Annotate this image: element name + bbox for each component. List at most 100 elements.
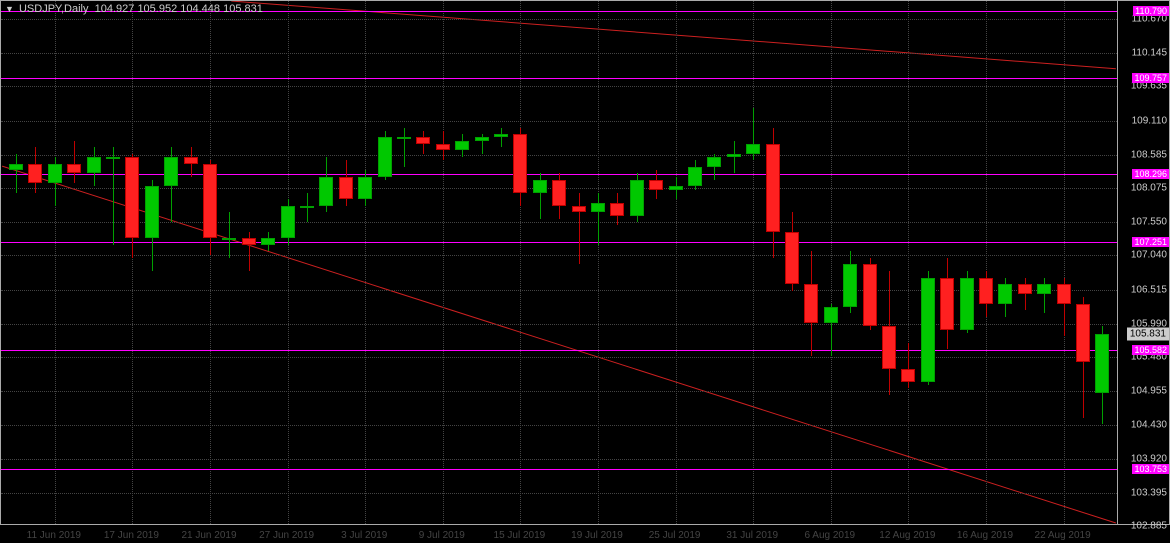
candle-bear[interactable] xyxy=(552,180,566,206)
candle-wick xyxy=(734,141,735,174)
candle-bull[interactable] xyxy=(397,137,411,139)
candle-bull[interactable] xyxy=(960,278,974,330)
candle-bull[interactable] xyxy=(300,206,314,208)
candle-bull[interactable] xyxy=(87,157,101,173)
candle-bear[interactable] xyxy=(125,157,139,238)
candle-bull[interactable] xyxy=(727,154,741,157)
candle-bear[interactable] xyxy=(785,232,799,284)
horizontal-level[interactable] xyxy=(1,242,1117,243)
candle-bear[interactable] xyxy=(416,137,430,144)
candle-bear[interactable] xyxy=(766,144,780,232)
candle-bull[interactable] xyxy=(998,284,1012,304)
grid-line-v xyxy=(676,1,677,524)
candle-bear[interactable] xyxy=(863,264,877,326)
chart-container: ▼ USDJPY,Daily 104.927 105.952 104.448 1… xyxy=(0,0,1170,543)
candle-bull[interactable] xyxy=(106,157,120,159)
candle-bear[interactable] xyxy=(184,157,198,164)
x-axis-label: 11 Jun 2019 xyxy=(27,530,81,541)
grid-line-v xyxy=(55,1,56,524)
candle-bull[interactable] xyxy=(533,180,547,193)
candle-bull[interactable] xyxy=(630,180,644,216)
candle-bear[interactable] xyxy=(339,177,353,200)
x-axis-label: 22 Aug 2019 xyxy=(1035,530,1091,541)
chart-title: ▼ USDJPY,Daily 104.927 105.952 104.448 1… xyxy=(5,3,263,15)
grid-line-h xyxy=(1,222,1117,223)
candle-bull[interactable] xyxy=(261,238,275,245)
ohlc-open: 104.927 xyxy=(95,3,135,15)
candle-wick xyxy=(74,141,75,183)
candle-bull[interactable] xyxy=(688,167,702,187)
candle-bull[interactable] xyxy=(319,177,333,206)
symbol-label: USDJPY xyxy=(19,3,61,15)
candle-bull[interactable] xyxy=(164,157,178,186)
level-label: 110.790 xyxy=(1133,6,1169,16)
x-axis-label: 12 Aug 2019 xyxy=(879,530,935,541)
grid-line-v xyxy=(753,1,754,524)
candle-bear[interactable] xyxy=(610,203,624,216)
horizontal-level[interactable] xyxy=(1,469,1117,470)
y-axis-label: 107.550 xyxy=(1131,217,1167,228)
horizontal-level[interactable] xyxy=(1,78,1117,79)
y-axis-label: 107.040 xyxy=(1131,250,1167,261)
time-axis: 11 Jun 201917 Jun 201921 Jun 201927 Jun … xyxy=(0,525,1118,543)
candle-bear[interactable] xyxy=(28,164,42,184)
grid-line-h xyxy=(1,425,1117,426)
candle-bull[interactable] xyxy=(358,177,372,200)
candle-bear[interactable] xyxy=(203,164,217,239)
grid-line-v xyxy=(1064,1,1065,524)
y-axis-label: 103.920 xyxy=(1131,453,1167,464)
horizontal-level[interactable] xyxy=(1,350,1117,351)
candle-bear[interactable] xyxy=(513,134,527,193)
candle-bear[interactable] xyxy=(1057,284,1071,304)
candle-bear[interactable] xyxy=(901,369,915,382)
candle-bear[interactable] xyxy=(979,278,993,304)
candle-bear[interactable] xyxy=(67,164,81,174)
candle-wick xyxy=(579,193,580,265)
candle-bear[interactable] xyxy=(940,278,954,330)
grid-line-v xyxy=(365,1,366,524)
y-axis-label: 104.955 xyxy=(1131,386,1167,397)
candle-bear[interactable] xyxy=(436,144,450,151)
candle-bull[interactable] xyxy=(145,186,159,238)
grid-line-v xyxy=(831,1,832,524)
x-axis-label: 6 Aug 2019 xyxy=(804,530,855,541)
candle-wick xyxy=(1044,278,1045,314)
candle-bull[interactable] xyxy=(591,203,605,213)
candle-bull[interactable] xyxy=(746,144,760,154)
candle-bull[interactable] xyxy=(222,238,236,240)
candle-bear[interactable] xyxy=(649,180,663,190)
dropdown-icon[interactable]: ▼ xyxy=(5,4,14,14)
grid-line-h xyxy=(1,121,1117,122)
candle-bull[interactable] xyxy=(707,157,721,167)
grid-line-v xyxy=(132,1,133,524)
candle-bear[interactable] xyxy=(1076,304,1090,363)
candle-bull[interactable] xyxy=(669,186,683,189)
y-axis-label: 104.430 xyxy=(1131,420,1167,431)
candle-bull[interactable] xyxy=(824,307,838,323)
candle-bull[interactable] xyxy=(378,137,392,176)
candlestick-chart[interactable]: ▼ USDJPY,Daily 104.927 105.952 104.448 1… xyxy=(0,0,1118,525)
x-axis-label: 31 Jul 2019 xyxy=(726,530,778,541)
candle-bear[interactable] xyxy=(572,206,586,213)
x-axis-label: 15 Jul 2019 xyxy=(494,530,546,541)
candle-bear[interactable] xyxy=(804,284,818,323)
candle-bear[interactable] xyxy=(882,326,896,368)
candle-bull[interactable] xyxy=(1095,334,1109,393)
candle-bull[interactable] xyxy=(455,141,469,151)
candle-bull[interactable] xyxy=(843,264,857,306)
candle-bull[interactable] xyxy=(494,134,508,137)
candle-bear[interactable] xyxy=(242,238,256,245)
candle-bull[interactable] xyxy=(1037,284,1051,294)
candle-wick xyxy=(404,128,405,167)
y-axis-label: 110.145 xyxy=(1132,48,1167,59)
trendlines-layer xyxy=(1,1,1117,524)
candle-bull[interactable] xyxy=(475,137,489,140)
candle-wick xyxy=(16,154,17,193)
candle-bear[interactable] xyxy=(1018,284,1032,294)
candle-bull[interactable] xyxy=(921,278,935,382)
y-axis-label: 109.110 xyxy=(1132,115,1167,126)
grid-line-v xyxy=(443,1,444,524)
candle-bull[interactable] xyxy=(48,164,62,184)
candle-bull[interactable] xyxy=(281,206,295,239)
candle-bull[interactable] xyxy=(9,164,23,171)
